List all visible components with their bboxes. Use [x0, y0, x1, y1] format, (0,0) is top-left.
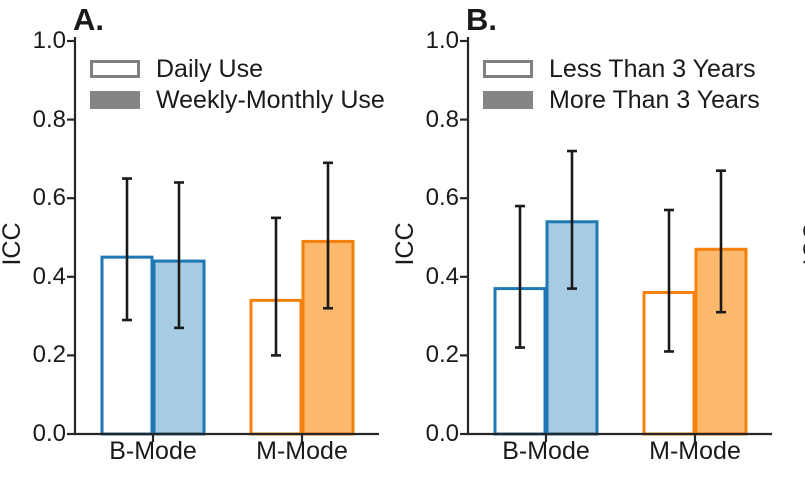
- legend-row: Less Than 3 Years: [483, 54, 760, 83]
- partial-ylabel-third-panel: ICC: [799, 222, 805, 266]
- legend-swatch-filled: [483, 91, 533, 109]
- legend-label: Less Than 3 Years: [549, 54, 756, 83]
- legend-swatch-filled: [90, 91, 140, 109]
- y-tick-label: 1.0: [425, 27, 459, 54]
- panel-title: B.: [466, 2, 497, 37]
- legend-label: More Than 3 Years: [549, 85, 760, 114]
- y-tick-label: 0.0: [425, 420, 459, 447]
- legend: Less Than 3 Years More Than 3 Years: [483, 54, 760, 119]
- legend-label: Weekly-Monthly Use: [156, 85, 385, 114]
- y-tick-label: 0.4: [425, 263, 459, 290]
- legend-label: Daily Use: [156, 54, 263, 83]
- legend-row: More Than 3 Years: [483, 85, 760, 114]
- x-tick-label: B-Mode: [502, 437, 590, 465]
- x-tick-label: B-Mode: [109, 437, 197, 465]
- y-tick-label: 0.0: [32, 420, 66, 447]
- legend-swatch-open: [90, 60, 140, 78]
- y-tick-label: 0.2: [425, 341, 459, 368]
- x-tick-label: M-Mode: [256, 437, 348, 465]
- legend-swatch-open: [483, 60, 533, 78]
- plot-svg-panel-a: [67, 37, 379, 442]
- y-tick-label: 0.8: [425, 106, 459, 133]
- panel-b: B. ICC 1.0 0.8 0.6 0.4 0.2 0.0 B-Mode M-…: [391, 0, 798, 484]
- legend-row: Daily Use: [90, 54, 385, 83]
- y-tick-label: 0.6: [425, 184, 459, 211]
- panel-a: A. ICC 1.0 0.8 0.6 0.4 0.2 0.0 B-Mode M-…: [0, 2, 385, 465]
- panel-title: A.: [73, 2, 104, 37]
- y-tick-label: 1.0: [32, 27, 66, 54]
- plot-svg-panel-b: [460, 37, 772, 442]
- legend-row: Weekly-Monthly Use: [90, 85, 385, 114]
- legend: Daily Use Weekly-Monthly Use: [90, 54, 385, 119]
- y-tick-label: 0.2: [32, 341, 66, 368]
- y-tick-label: 0.4: [32, 263, 66, 290]
- y-tick-label: 0.8: [32, 106, 66, 133]
- y-tick-label: 0.6: [32, 184, 66, 211]
- x-tick-label: M-Mode: [649, 437, 741, 465]
